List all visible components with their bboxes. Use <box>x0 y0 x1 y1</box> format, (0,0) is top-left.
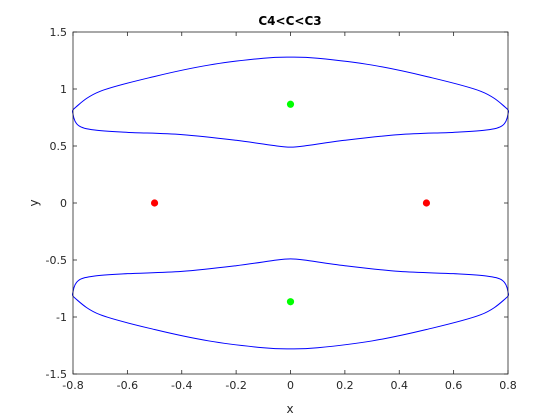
y-tick-label: 1 <box>60 83 67 96</box>
y-tick-label: 0 <box>60 197 67 210</box>
x-tick-label: 0.2 <box>336 379 354 392</box>
y-axis-label: y <box>27 199 41 206</box>
curves-layer <box>71 56 510 350</box>
x-tick-label: 0 <box>287 379 294 392</box>
x-tick-label: 0.6 <box>445 379 463 392</box>
x-tick-label: 0.8 <box>499 379 517 392</box>
y-tick-label: -1.5 <box>46 368 67 381</box>
chart-title: C4<C<C3 <box>258 14 321 28</box>
x-tick-label: -0.8 <box>62 379 83 392</box>
data-point-4 <box>286 298 295 306</box>
x-tick-label: -0.6 <box>117 379 138 392</box>
y-tick-label: -1 <box>56 311 67 324</box>
x-tick-label: -0.4 <box>171 379 192 392</box>
series-curve-upper <box>71 56 510 148</box>
data-point-1 <box>150 199 159 207</box>
markers-layer <box>150 100 431 306</box>
axes-layer: -0.8 -0.6 -0.4 -0.2 0 0.2 0.4 0.6 0.8 -1.5 -1 -0.5 0… <box>46 26 517 392</box>
y-tick-label: 1.5 <box>50 26 68 39</box>
x-tick-label: 0.4 <box>391 379 409 392</box>
series-curve-lower <box>71 258 510 350</box>
data-point-2 <box>422 199 431 207</box>
x-axis-label: x <box>286 402 293 416</box>
plot-area <box>73 32 508 374</box>
y-tick-label: -0.5 <box>46 254 67 267</box>
x-tick-label: -0.2 <box>225 379 246 392</box>
y-tick-label: 0.5 <box>50 140 68 153</box>
data-point-3 <box>286 100 295 108</box>
